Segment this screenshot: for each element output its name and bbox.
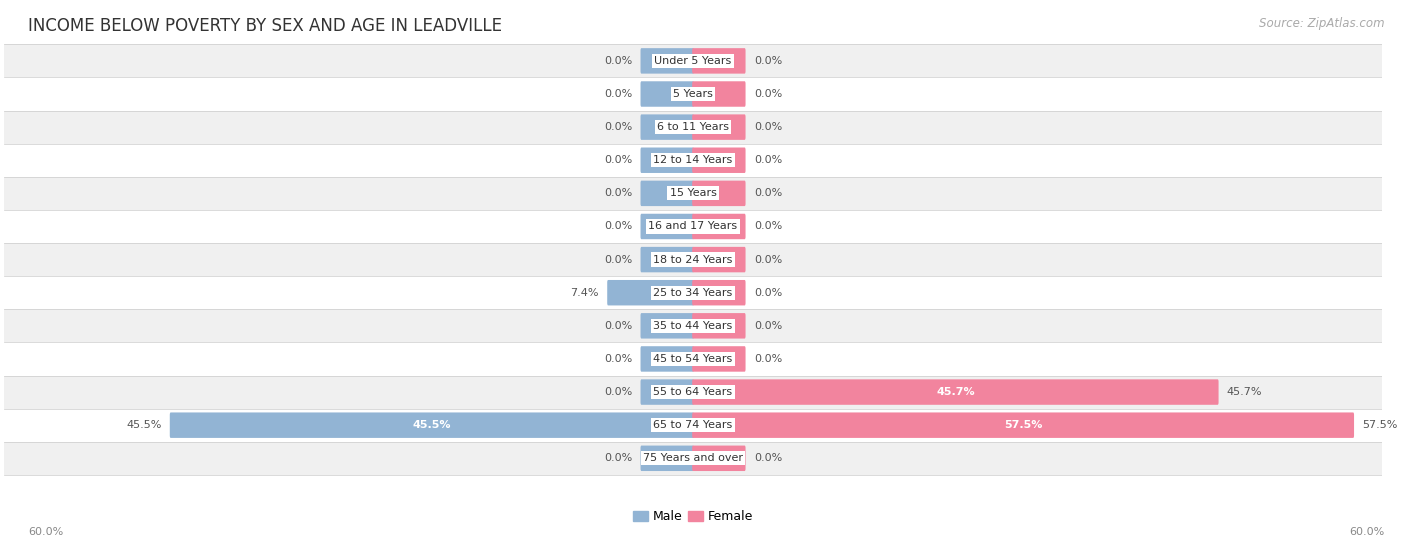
Text: 0.0%: 0.0% bbox=[754, 288, 782, 298]
Text: 0.0%: 0.0% bbox=[605, 354, 633, 364]
Text: 60.0%: 60.0% bbox=[1350, 527, 1385, 537]
Text: 6 to 11 Years: 6 to 11 Years bbox=[657, 122, 730, 132]
Text: 0.0%: 0.0% bbox=[754, 453, 782, 463]
FancyBboxPatch shape bbox=[692, 81, 745, 107]
Bar bbox=[4, 376, 1382, 409]
Text: 0.0%: 0.0% bbox=[754, 155, 782, 165]
Text: 0.0%: 0.0% bbox=[605, 221, 633, 231]
Text: 0.0%: 0.0% bbox=[754, 354, 782, 364]
Text: 16 and 17 Years: 16 and 17 Years bbox=[648, 221, 738, 231]
Text: 57.5%: 57.5% bbox=[1004, 420, 1042, 430]
Text: 0.0%: 0.0% bbox=[754, 321, 782, 331]
Bar bbox=[4, 111, 1382, 144]
FancyBboxPatch shape bbox=[692, 247, 745, 272]
Text: 45.5%: 45.5% bbox=[412, 420, 451, 430]
FancyBboxPatch shape bbox=[641, 181, 695, 206]
Text: 0.0%: 0.0% bbox=[605, 89, 633, 99]
FancyBboxPatch shape bbox=[692, 313, 745, 339]
FancyBboxPatch shape bbox=[170, 413, 695, 438]
Text: 0.0%: 0.0% bbox=[754, 221, 782, 231]
Bar bbox=[4, 177, 1382, 210]
Text: 45.7%: 45.7% bbox=[1227, 387, 1263, 397]
Text: 5 Years: 5 Years bbox=[673, 89, 713, 99]
FancyBboxPatch shape bbox=[692, 413, 1354, 438]
Text: 57.5%: 57.5% bbox=[1362, 420, 1398, 430]
Text: 55 to 64 Years: 55 to 64 Years bbox=[654, 387, 733, 397]
FancyBboxPatch shape bbox=[641, 48, 695, 74]
Text: 35 to 44 Years: 35 to 44 Years bbox=[654, 321, 733, 331]
FancyBboxPatch shape bbox=[641, 313, 695, 339]
Text: 0.0%: 0.0% bbox=[754, 188, 782, 198]
Text: 0.0%: 0.0% bbox=[754, 122, 782, 132]
Text: 0.0%: 0.0% bbox=[754, 254, 782, 264]
Text: 0.0%: 0.0% bbox=[605, 122, 633, 132]
Text: 18 to 24 Years: 18 to 24 Years bbox=[654, 254, 733, 264]
FancyBboxPatch shape bbox=[641, 247, 695, 272]
Text: 0.0%: 0.0% bbox=[605, 254, 633, 264]
Bar bbox=[4, 442, 1382, 475]
FancyBboxPatch shape bbox=[692, 48, 745, 74]
Bar bbox=[4, 44, 1382, 78]
FancyBboxPatch shape bbox=[641, 81, 695, 107]
FancyBboxPatch shape bbox=[692, 380, 1219, 405]
Text: Under 5 Years: Under 5 Years bbox=[654, 56, 731, 66]
Bar bbox=[4, 343, 1382, 376]
FancyBboxPatch shape bbox=[641, 346, 695, 372]
Bar bbox=[4, 78, 1382, 111]
Bar bbox=[4, 309, 1382, 343]
FancyBboxPatch shape bbox=[641, 446, 695, 471]
FancyBboxPatch shape bbox=[692, 181, 745, 206]
FancyBboxPatch shape bbox=[692, 148, 745, 173]
Text: 0.0%: 0.0% bbox=[605, 56, 633, 66]
FancyBboxPatch shape bbox=[692, 280, 745, 305]
Text: 0.0%: 0.0% bbox=[754, 56, 782, 66]
Legend: Male, Female: Male, Female bbox=[628, 505, 758, 528]
Text: INCOME BELOW POVERTY BY SEX AND AGE IN LEADVILLE: INCOME BELOW POVERTY BY SEX AND AGE IN L… bbox=[28, 17, 502, 35]
FancyBboxPatch shape bbox=[641, 380, 695, 405]
Text: 25 to 34 Years: 25 to 34 Years bbox=[654, 288, 733, 298]
Bar bbox=[4, 210, 1382, 243]
Bar bbox=[4, 409, 1382, 442]
FancyBboxPatch shape bbox=[641, 148, 695, 173]
Text: 0.0%: 0.0% bbox=[754, 89, 782, 99]
Text: 15 Years: 15 Years bbox=[669, 188, 717, 198]
FancyBboxPatch shape bbox=[607, 280, 695, 305]
Text: 45.5%: 45.5% bbox=[127, 420, 162, 430]
Text: 0.0%: 0.0% bbox=[605, 453, 633, 463]
Text: 65 to 74 Years: 65 to 74 Years bbox=[654, 420, 733, 430]
Bar bbox=[4, 276, 1382, 309]
FancyBboxPatch shape bbox=[692, 214, 745, 239]
Text: 45.7%: 45.7% bbox=[936, 387, 974, 397]
FancyBboxPatch shape bbox=[641, 214, 695, 239]
FancyBboxPatch shape bbox=[692, 346, 745, 372]
Text: 12 to 14 Years: 12 to 14 Years bbox=[654, 155, 733, 165]
Text: 45 to 54 Years: 45 to 54 Years bbox=[654, 354, 733, 364]
FancyBboxPatch shape bbox=[641, 115, 695, 140]
Bar bbox=[4, 243, 1382, 276]
Bar bbox=[4, 144, 1382, 177]
Text: 0.0%: 0.0% bbox=[605, 321, 633, 331]
FancyBboxPatch shape bbox=[692, 115, 745, 140]
Text: 0.0%: 0.0% bbox=[605, 387, 633, 397]
Text: 0.0%: 0.0% bbox=[605, 188, 633, 198]
Text: 7.4%: 7.4% bbox=[571, 288, 599, 298]
Text: 0.0%: 0.0% bbox=[605, 155, 633, 165]
Text: 60.0%: 60.0% bbox=[28, 527, 63, 537]
Text: 75 Years and over: 75 Years and over bbox=[643, 453, 742, 463]
FancyBboxPatch shape bbox=[692, 446, 745, 471]
Text: Source: ZipAtlas.com: Source: ZipAtlas.com bbox=[1260, 17, 1385, 30]
